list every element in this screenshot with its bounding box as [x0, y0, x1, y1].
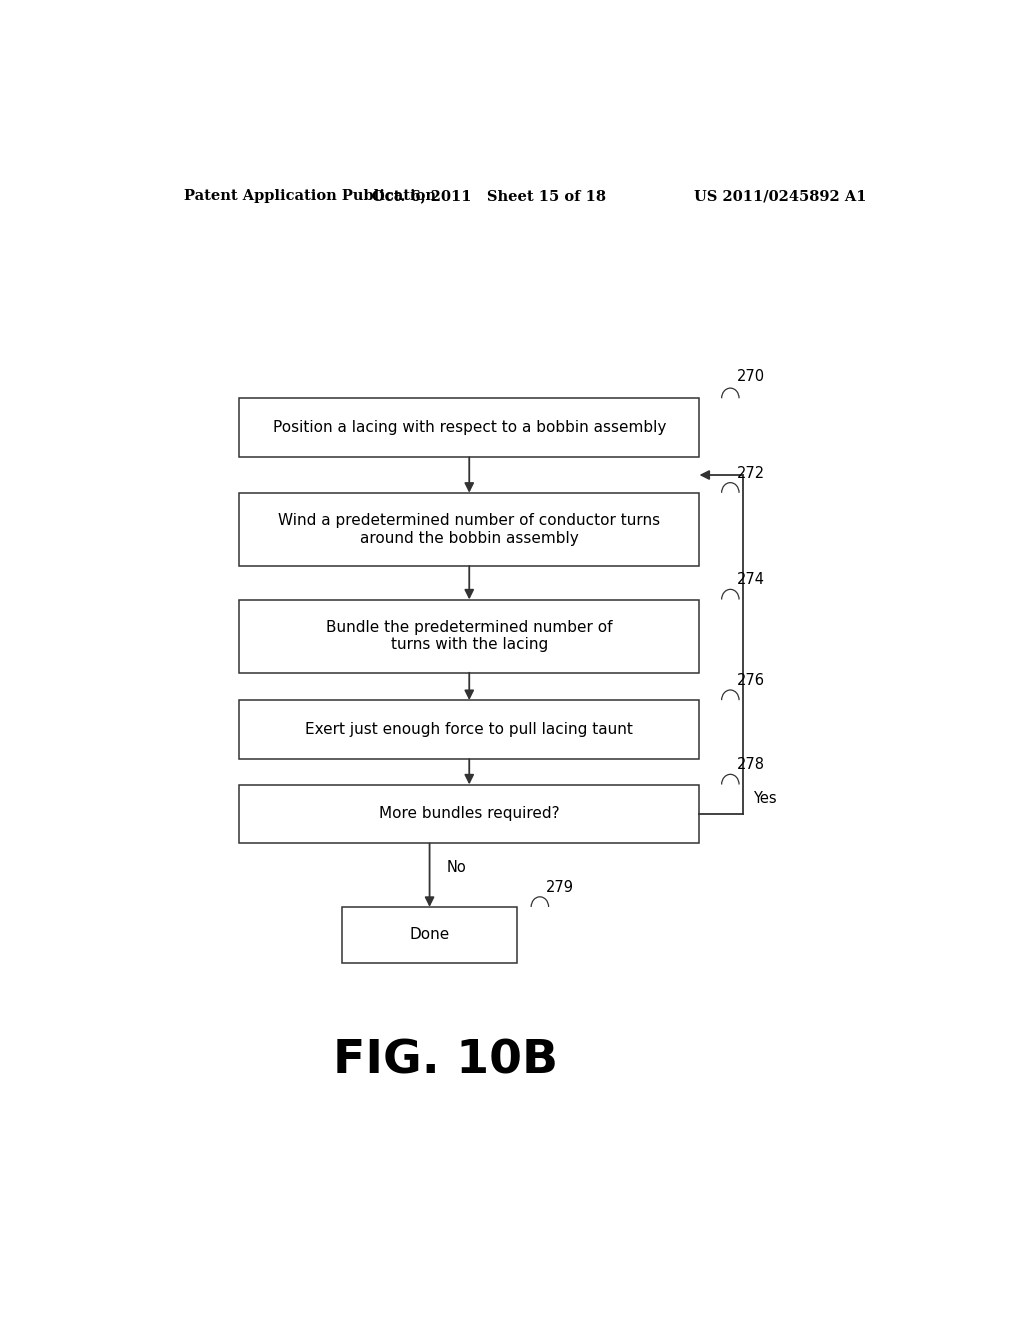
Bar [240, 784, 699, 843]
Text: No: No [447, 859, 467, 875]
Bar [240, 700, 699, 759]
Bar [240, 599, 699, 673]
Bar [240, 399, 699, 457]
Bar [342, 907, 517, 962]
Text: Patent Application Publication: Patent Application Publication [183, 189, 435, 203]
Text: 279: 279 [546, 880, 574, 895]
Text: 274: 274 [736, 573, 765, 587]
Text: 270: 270 [736, 370, 765, 384]
Text: Yes: Yes [753, 791, 776, 805]
Text: More bundles required?: More bundles required? [379, 807, 559, 821]
Text: 272: 272 [736, 466, 765, 480]
Text: Done: Done [410, 928, 450, 942]
Bar [240, 492, 699, 566]
Text: 276: 276 [736, 673, 765, 688]
Text: Wind a predetermined number of conductor turns
around the bobbin assembly: Wind a predetermined number of conductor… [279, 513, 660, 545]
Text: FIG. 10B: FIG. 10B [333, 1039, 558, 1084]
Text: Bundle the predetermined number of
turns with the lacing: Bundle the predetermined number of turns… [326, 620, 612, 652]
Text: US 2011/0245892 A1: US 2011/0245892 A1 [693, 189, 866, 203]
Text: Position a lacing with respect to a bobbin assembly: Position a lacing with respect to a bobb… [272, 420, 666, 436]
Text: Oct. 6, 2011   Sheet 15 of 18: Oct. 6, 2011 Sheet 15 of 18 [372, 189, 606, 203]
Text: 278: 278 [736, 758, 765, 772]
Text: Exert just enough force to pull lacing taunt: Exert just enough force to pull lacing t… [305, 722, 633, 737]
